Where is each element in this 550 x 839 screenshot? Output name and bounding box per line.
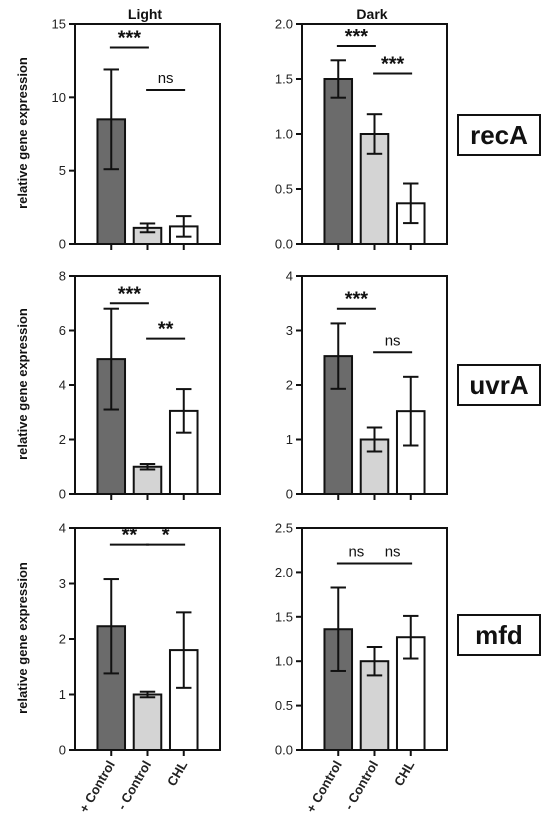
significance-label: *** xyxy=(345,26,369,48)
y-tick-label: 0 xyxy=(59,237,66,252)
y-tick-label: 5 xyxy=(59,163,66,178)
bar-negative-control xyxy=(132,465,163,495)
x-category-label: CHL xyxy=(391,758,417,789)
x-category-label: - Control xyxy=(341,758,381,812)
significance-label: ns xyxy=(385,332,401,349)
y-tick-label: 1.0 xyxy=(275,654,293,669)
y-tick-label: 0.5 xyxy=(275,698,293,713)
y-tick-label: 3 xyxy=(286,323,293,338)
y-tick-label: 1.0 xyxy=(275,127,293,142)
y-tick-label: 2 xyxy=(286,378,293,393)
panel-recA-light: 0 5 10 15 *** ns xyxy=(52,17,221,252)
y-tick-label: 0 xyxy=(286,487,293,502)
y-tick-label: 4 xyxy=(59,521,66,536)
y-tick-label: 2.0 xyxy=(275,17,293,32)
y-axis-label-recA: relative gene expression xyxy=(15,57,30,209)
column-title-dark: Dark xyxy=(356,6,387,22)
gene-label-recA: recA xyxy=(457,114,541,156)
y-tick-label: 8 xyxy=(59,269,66,284)
significance-label: * xyxy=(162,525,170,547)
significance-label: *** xyxy=(118,27,142,49)
y-tick-label: 2.0 xyxy=(275,565,293,580)
y-tick-label: 6 xyxy=(59,323,66,338)
significance-label: ns xyxy=(158,70,174,87)
x-category-label: + Control xyxy=(76,758,118,815)
significance-label: *** xyxy=(345,289,369,311)
column-title-light: Light xyxy=(128,6,163,22)
panel-recA-dark: 0.0 0.5 1.0 1.5 2.0 *** *** xyxy=(275,17,448,252)
y-axis-label-uvrA: relative gene expression xyxy=(15,308,30,460)
bar-negative-control xyxy=(132,693,163,751)
gene-label-uvrA: uvrA xyxy=(457,364,541,406)
y-tick-label: 2 xyxy=(59,632,66,647)
y-tick-label: 4 xyxy=(59,378,66,393)
y-tick-label: 0 xyxy=(59,743,66,758)
y-tick-label: 2.5 xyxy=(275,521,293,536)
significance-label: *** xyxy=(381,54,405,76)
chart-panels: 051015***ns0.00.51.01.52.0******02468***… xyxy=(52,17,448,815)
y-tick-label: 1.5 xyxy=(275,609,293,624)
y-tick-label: 15 xyxy=(52,17,66,32)
panel-mfd-dark: 0.0 0.5 1.0 1.5 2.0 2.5 ns ns + Control- Control… xyxy=(275,521,448,815)
panel-uvrA-dark: 0 1 2 3 4 *** ns xyxy=(286,269,448,502)
gene-label-mfd: mfd xyxy=(457,614,541,656)
y-tick-label: 2 xyxy=(59,432,66,447)
x-category-label: CHL xyxy=(164,758,190,789)
x-category-label: + Control xyxy=(303,758,345,815)
y-tick-label: 1 xyxy=(59,687,66,702)
y-tick-label: 0 xyxy=(59,487,66,502)
x-category-label: - Control xyxy=(114,758,154,812)
y-axis-label-mfd: relative gene expression xyxy=(15,562,30,714)
y-tick-label: 1.5 xyxy=(275,72,293,87)
significance-label: *** xyxy=(118,283,142,305)
significance-label: ** xyxy=(158,319,174,341)
significance-label: ns xyxy=(348,544,364,561)
y-tick-label: 0.0 xyxy=(275,237,293,252)
y-tick-label: 0.5 xyxy=(275,182,293,197)
y-tick-label: 10 xyxy=(52,90,66,105)
significance-label: ** xyxy=(122,525,138,547)
y-tick-label: 1 xyxy=(286,432,293,447)
y-tick-label: 3 xyxy=(59,576,66,591)
bar-positive-control xyxy=(323,78,354,245)
y-tick-label: 0.0 xyxy=(275,743,293,758)
significance-label: ns xyxy=(385,544,401,561)
y-tick-label: 4 xyxy=(286,269,293,284)
